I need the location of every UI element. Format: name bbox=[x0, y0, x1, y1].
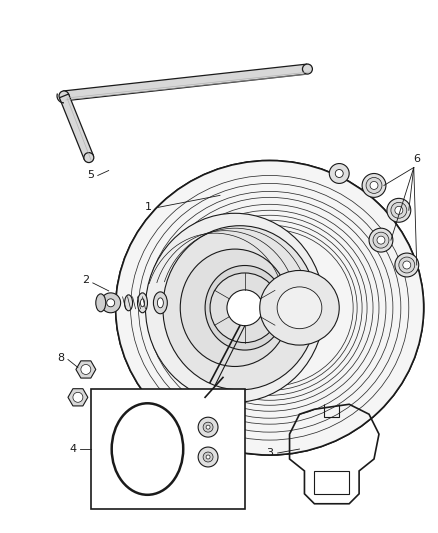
Circle shape bbox=[329, 164, 349, 183]
Ellipse shape bbox=[277, 287, 322, 329]
Circle shape bbox=[373, 232, 389, 248]
Ellipse shape bbox=[138, 293, 148, 313]
Circle shape bbox=[395, 206, 403, 214]
Ellipse shape bbox=[180, 249, 290, 367]
Circle shape bbox=[210, 273, 279, 343]
Ellipse shape bbox=[141, 299, 145, 307]
Text: 1: 1 bbox=[145, 203, 152, 212]
Circle shape bbox=[387, 198, 411, 222]
Ellipse shape bbox=[145, 213, 324, 402]
Ellipse shape bbox=[157, 298, 163, 308]
Circle shape bbox=[73, 392, 83, 402]
Circle shape bbox=[303, 64, 312, 74]
Text: 2: 2 bbox=[82, 275, 89, 285]
Circle shape bbox=[362, 173, 386, 197]
Circle shape bbox=[206, 425, 210, 429]
Circle shape bbox=[399, 257, 415, 273]
Text: 6: 6 bbox=[413, 154, 420, 164]
Ellipse shape bbox=[163, 225, 317, 390]
Polygon shape bbox=[64, 64, 308, 101]
Circle shape bbox=[369, 228, 393, 252]
Circle shape bbox=[370, 181, 378, 189]
Polygon shape bbox=[60, 94, 93, 159]
Circle shape bbox=[335, 169, 343, 177]
Circle shape bbox=[84, 152, 94, 163]
Circle shape bbox=[107, 299, 115, 307]
Ellipse shape bbox=[153, 292, 167, 314]
Circle shape bbox=[101, 293, 120, 313]
Ellipse shape bbox=[116, 160, 424, 455]
Circle shape bbox=[391, 203, 407, 218]
Ellipse shape bbox=[205, 265, 285, 350]
Polygon shape bbox=[76, 361, 96, 378]
Circle shape bbox=[203, 452, 213, 462]
Bar bbox=[91, 389, 245, 508]
Circle shape bbox=[198, 417, 218, 437]
Polygon shape bbox=[68, 389, 88, 406]
Circle shape bbox=[366, 177, 382, 193]
Circle shape bbox=[198, 447, 218, 467]
Circle shape bbox=[81, 365, 91, 375]
Circle shape bbox=[403, 261, 411, 269]
Circle shape bbox=[206, 455, 210, 459]
Circle shape bbox=[203, 422, 213, 432]
Ellipse shape bbox=[260, 270, 339, 345]
Circle shape bbox=[395, 253, 419, 277]
Circle shape bbox=[59, 91, 69, 101]
Ellipse shape bbox=[124, 295, 133, 311]
Text: 3: 3 bbox=[266, 448, 273, 458]
Text: 8: 8 bbox=[57, 352, 64, 362]
Circle shape bbox=[377, 236, 385, 244]
Circle shape bbox=[227, 290, 263, 326]
Text: 5: 5 bbox=[87, 171, 94, 181]
Ellipse shape bbox=[96, 294, 106, 312]
Text: 4: 4 bbox=[69, 444, 77, 454]
